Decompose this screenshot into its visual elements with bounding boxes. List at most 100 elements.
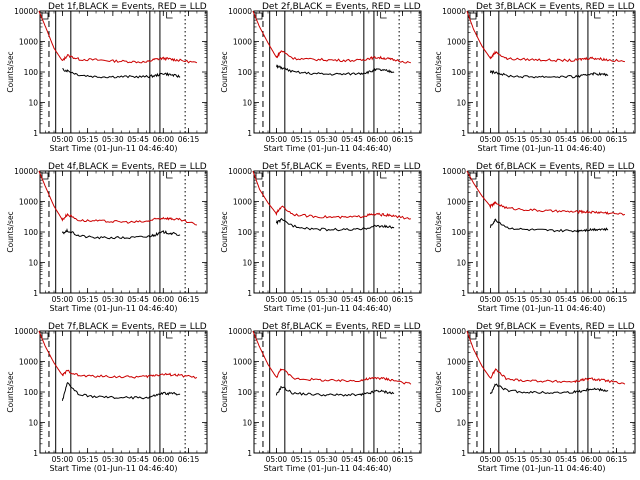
x-tick-label: 05:00 <box>266 135 288 144</box>
lld-series-line <box>466 10 625 63</box>
events-series-line <box>61 381 181 401</box>
x-tick-label: 05:00 <box>52 455 74 464</box>
x-tick-label: 06:00 <box>366 135 388 144</box>
x-tick-label: 05:30 <box>316 135 338 144</box>
lld-series-line <box>252 330 412 385</box>
corner-box <box>255 172 263 180</box>
x-tick-label: 05:45 <box>341 295 363 304</box>
y-tick-label: 1000 <box>233 38 252 47</box>
y-tick-label: 10 <box>456 419 466 428</box>
y-tick-label: 10 <box>456 99 466 108</box>
x-axis-title: Start Time (01-Jun-11 04:46:40) <box>264 304 392 313</box>
lld-series-line <box>252 170 411 220</box>
x-tick-label: 06:15 <box>606 455 628 464</box>
y-tick-label: 10 <box>242 419 252 428</box>
corner-box <box>41 332 49 340</box>
plot-frame <box>253 170 422 294</box>
y-tick-label: 10000 <box>442 7 466 16</box>
y-tick-label: 1000 <box>447 198 466 207</box>
y-axis-title: Counts/sec <box>434 211 443 252</box>
x-tick-label: 05:15 <box>77 295 99 304</box>
x-tick-label: 05:00 <box>266 455 288 464</box>
y-tick-label: 100 <box>452 68 467 77</box>
x-tick-label: 05:30 <box>530 295 552 304</box>
x-tick-label: 05:15 <box>505 135 527 144</box>
y-tick-label: 1 <box>461 289 466 298</box>
x-tick-label: 06:15 <box>392 455 414 464</box>
x-tick-label: 05:15 <box>77 455 99 464</box>
corner-bracket <box>166 12 173 19</box>
x-tick-label: 05:15 <box>77 135 99 144</box>
chart-title: Det 1f,BLACK = Events, RED = LLD <box>48 2 207 12</box>
y-tick-label: 1000 <box>233 358 252 367</box>
x-tick-label: 06:00 <box>580 455 602 464</box>
x-tick-label: 05:15 <box>291 455 313 464</box>
y-tick-label: 10000 <box>228 327 252 336</box>
x-tick-label: 06:15 <box>392 295 414 304</box>
events-series-line <box>275 218 395 232</box>
x-axis-title: Start Time (01-Jun-11 04:46:40) <box>478 464 606 473</box>
events-series-line <box>275 64 395 76</box>
chart-panel-6: Det 6f,BLACK = Events, RED = LLD 1 10 100 10… <box>434 162 636 313</box>
chart-panel-1: Det 1f,BLACK = Events, RED = LLD 1 10 100 10… <box>6 2 208 153</box>
x-tick-label: 06:15 <box>606 295 628 304</box>
corner-bracket <box>380 12 387 19</box>
lld-series-line <box>466 330 626 385</box>
chart-title: Det 5f,BLACK = Events, RED = LLD <box>262 162 421 172</box>
chart-title: Det 4f,BLACK = Events, RED = LLD <box>48 162 207 172</box>
y-tick-label: 10 <box>242 259 252 268</box>
y-tick-label: 100 <box>452 388 467 397</box>
corner-bracket <box>594 172 601 179</box>
y-tick-label: 100 <box>238 388 253 397</box>
y-tick-label: 1 <box>33 129 38 138</box>
corner-bracket <box>166 172 173 179</box>
y-tick-label: 100 <box>238 68 253 77</box>
events-series-line <box>489 383 609 395</box>
y-axis-title: Counts/sec <box>220 51 229 92</box>
y-axis-title: Counts/sec <box>220 211 229 252</box>
x-tick-label: 05:00 <box>480 135 502 144</box>
corner-box <box>255 332 263 340</box>
chart-panel-3: Det 3f,BLACK = Events, RED = LLD 1 10 100 10… <box>434 2 636 153</box>
x-tick-label: 06:00 <box>366 455 388 464</box>
x-tick-label: 05:15 <box>291 295 313 304</box>
x-tick-label: 05:00 <box>480 295 502 304</box>
events-series-line <box>61 228 181 240</box>
corner-bracket <box>166 332 173 339</box>
lld-series-line <box>38 10 198 64</box>
y-tick-label: 1000 <box>233 198 252 207</box>
x-tick-label: 05:30 <box>316 455 338 464</box>
y-tick-label: 10000 <box>228 7 252 16</box>
lld-series-line <box>252 10 412 64</box>
corner-box <box>469 332 477 340</box>
chart-title: Det 2f,BLACK = Events, RED = LLD <box>262 2 421 12</box>
y-tick-label: 100 <box>24 68 39 77</box>
y-tick-label: 10000 <box>442 167 466 176</box>
x-tick-label: 06:00 <box>152 135 174 144</box>
x-tick-label: 05:45 <box>341 135 363 144</box>
lld-series-line <box>466 170 626 216</box>
x-tick-label: 06:15 <box>178 135 200 144</box>
y-tick-label: 10 <box>242 99 252 108</box>
y-axis-title: Counts/sec <box>6 211 15 252</box>
events-series-line <box>489 218 609 233</box>
x-axis-title: Start Time (01-Jun-11 04:46:40) <box>50 304 178 313</box>
y-tick-label: 100 <box>24 228 39 237</box>
corner-box <box>255 12 263 20</box>
x-tick-label: 06:15 <box>606 135 628 144</box>
x-axis-title: Start Time (01-Jun-11 04:46:40) <box>264 464 392 473</box>
y-tick-label: 10000 <box>442 327 466 336</box>
y-axis-title: Counts/sec <box>6 51 15 92</box>
x-axis-title: Start Time (01-Jun-11 04:46:40) <box>50 144 178 153</box>
chart-title: Det 8f,BLACK = Events, RED = LLD <box>262 322 421 332</box>
chart-panel-8: Det 8f,BLACK = Events, RED = LLD 1 10 100 10… <box>220 322 422 473</box>
y-tick-label: 10 <box>28 259 38 268</box>
x-tick-label: 06:00 <box>580 135 602 144</box>
y-tick-label: 10 <box>28 419 38 428</box>
y-tick-label: 1000 <box>19 198 38 207</box>
x-tick-label: 05:45 <box>341 455 363 464</box>
plot-frame <box>467 170 636 294</box>
y-tick-label: 1 <box>33 289 38 298</box>
x-tick-label: 05:15 <box>505 455 527 464</box>
y-axis-title: Counts/sec <box>220 371 229 412</box>
